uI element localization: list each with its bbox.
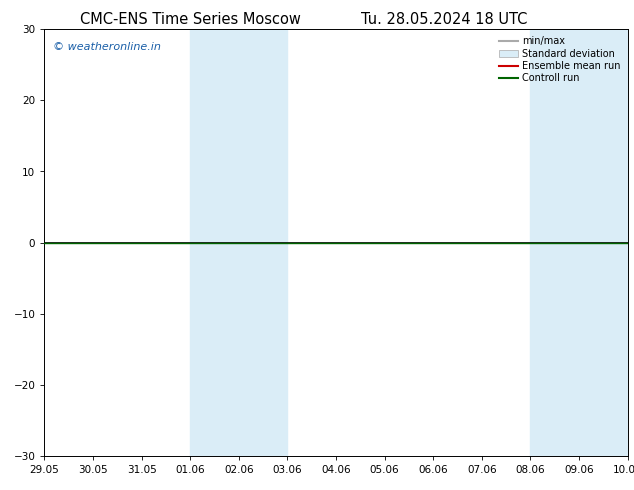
Legend: min/max, Standard deviation, Ensemble mean run, Controll run: min/max, Standard deviation, Ensemble me… <box>497 34 623 85</box>
Text: CMC-ENS Time Series Moscow: CMC-ENS Time Series Moscow <box>80 12 301 27</box>
Text: Tu. 28.05.2024 18 UTC: Tu. 28.05.2024 18 UTC <box>361 12 527 27</box>
Bar <box>531 29 628 456</box>
Bar <box>190 29 287 456</box>
Text: © weatheronline.in: © weatheronline.in <box>53 42 161 52</box>
